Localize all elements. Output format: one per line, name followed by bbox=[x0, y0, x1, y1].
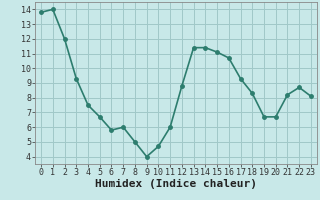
X-axis label: Humidex (Indice chaleur): Humidex (Indice chaleur) bbox=[95, 179, 257, 189]
